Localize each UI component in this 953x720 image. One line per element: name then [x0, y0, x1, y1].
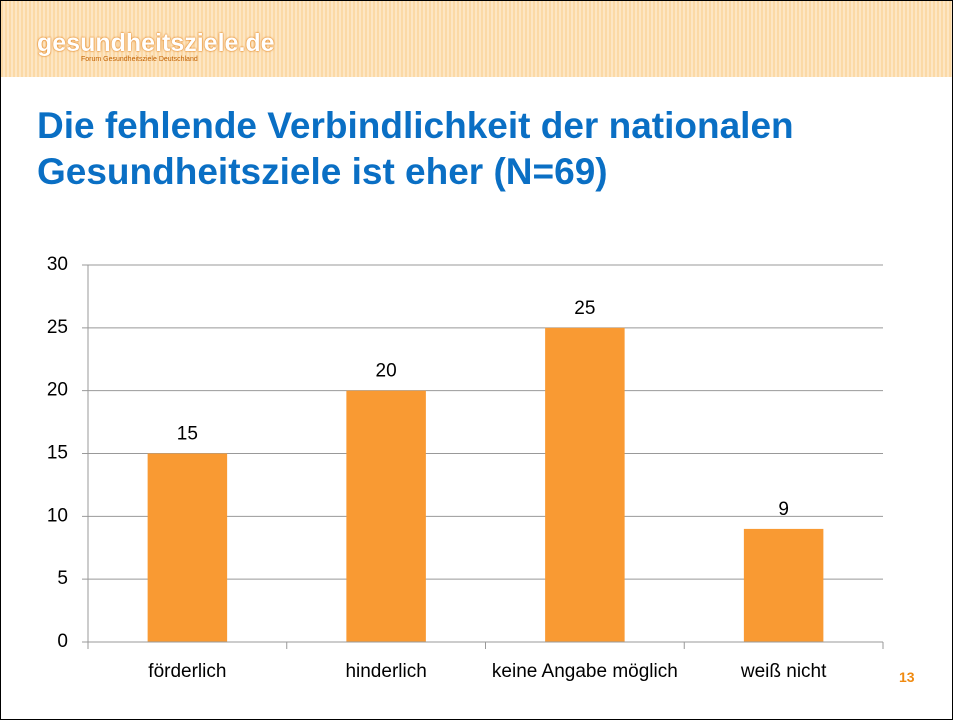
x-tick-label: weiß nicht [740, 661, 827, 682]
logo-subtitle: Forum Gesundheitsziele Deutschland [81, 56, 198, 63]
y-tick-label: 0 [57, 631, 68, 652]
page-number: 13 [899, 669, 915, 685]
value-label: 15 [177, 424, 198, 445]
bar [545, 327, 625, 642]
banner [1, 1, 952, 77]
chart-title: Die fehlende Verbindlichkeit der nationa… [37, 105, 794, 192]
bar [743, 528, 824, 642]
x-tick-label: keine Angabe möglich [492, 661, 678, 682]
x-tick-label: hinderlich [345, 661, 426, 682]
bar [147, 453, 228, 642]
x-tick-label: förderlich [148, 661, 226, 682]
y-tick-label: 15 [47, 443, 68, 464]
y-tick-label: 25 [47, 317, 68, 338]
y-tick-label: 10 [47, 505, 68, 526]
y-tick-label: 30 [47, 254, 68, 275]
logo: gesundheitsziele.de [37, 29, 275, 57]
y-tick-label: 5 [57, 568, 68, 589]
y-tick-label: 20 [47, 380, 68, 401]
value-label: 25 [574, 298, 595, 319]
value-label: 20 [376, 361, 397, 382]
value-label: 9 [778, 499, 789, 520]
bar [346, 390, 426, 642]
